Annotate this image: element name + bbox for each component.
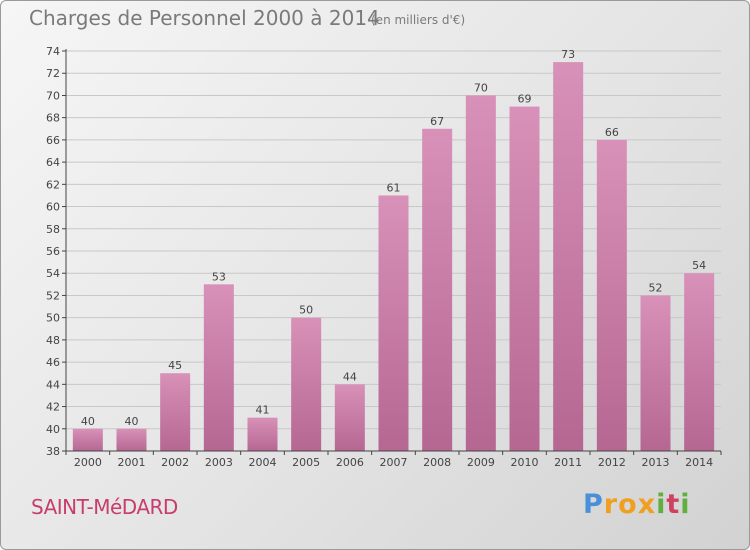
- bar-2006: [334, 384, 365, 451]
- y-tick-label: 74: [46, 45, 60, 58]
- x-tick-label: 2000: [74, 456, 102, 469]
- y-tick-label: 68: [46, 112, 60, 125]
- bar-2012: [596, 139, 627, 451]
- x-tick-label: 2014: [685, 456, 713, 469]
- y-tick-label: 62: [46, 178, 60, 191]
- logo-letter: i: [656, 489, 667, 520]
- value-label: 41: [256, 404, 270, 417]
- x-tick-label: 2004: [249, 456, 277, 469]
- x-tick-label: 2011: [554, 456, 582, 469]
- bar-2009: [465, 95, 496, 451]
- x-tick-label: 2001: [118, 456, 146, 469]
- y-tick-label: 50: [46, 312, 60, 325]
- bar-2002: [160, 373, 191, 451]
- y-tick-label: 60: [46, 201, 60, 214]
- value-label: 54: [692, 259, 706, 272]
- y-tick-label: 48: [46, 334, 60, 347]
- logo-letter: o: [618, 489, 638, 520]
- value-label: 40: [81, 415, 95, 428]
- logo-letter: t: [666, 489, 681, 520]
- y-tick-label: 42: [46, 401, 60, 414]
- value-label: 70: [474, 81, 488, 94]
- chart-subtitle: (en milliers d'€): [371, 13, 466, 27]
- value-label: 52: [649, 281, 663, 294]
- y-tick-label: 64: [46, 156, 60, 169]
- x-tick-label: 2006: [336, 456, 364, 469]
- bar-2000: [72, 428, 103, 451]
- bar-2007: [378, 195, 409, 451]
- value-label: 50: [299, 304, 313, 317]
- x-tick-label: 2012: [598, 456, 626, 469]
- y-tick-label: 58: [46, 223, 60, 236]
- x-tick-label: 2002: [161, 456, 189, 469]
- y-tick-label: 52: [46, 289, 60, 302]
- bar-2014: [684, 273, 715, 451]
- value-label: 66: [605, 126, 619, 139]
- bar-2001: [116, 428, 147, 451]
- value-label: 69: [518, 93, 532, 106]
- y-tick-label: 70: [46, 89, 60, 102]
- value-label: 61: [387, 181, 401, 194]
- bars: 40 40 45 53 41 50 44 61 67 70 69 73 66 52 54: [72, 48, 715, 452]
- value-label: 45: [168, 359, 182, 372]
- chart-title: Charges de Personnel 2000 à 2014: [29, 6, 380, 30]
- bar-2008: [422, 128, 453, 451]
- axes: 38 40 42 44 46 48 50 52 54 56 58 60 62 64 66 68 70 72 74 20…: [46, 45, 722, 469]
- x-tick-label: 2009: [467, 456, 495, 469]
- logo-letter: x: [637, 489, 657, 520]
- proxiti-logo: Proxiti: [583, 489, 691, 520]
- y-tick-label: 56: [46, 245, 60, 258]
- y-tick-label: 44: [46, 378, 60, 391]
- y-tick-label: 66: [46, 134, 60, 147]
- value-label: 53: [212, 270, 226, 283]
- y-tick-label: 46: [46, 356, 60, 369]
- commune-name: SAINT-MéDARD: [31, 495, 178, 519]
- value-label: 40: [125, 415, 139, 428]
- logo-letter: P: [583, 489, 604, 520]
- x-tick-label: 2007: [380, 456, 408, 469]
- y-tick-label: 54: [46, 267, 60, 280]
- x-tick-label: 2005: [292, 456, 320, 469]
- logo-letter: i: [680, 489, 691, 520]
- x-tick-label: 2013: [642, 456, 670, 469]
- value-label: 67: [430, 115, 444, 128]
- x-tick-label: 2008: [423, 456, 451, 469]
- bar-2005: [291, 317, 322, 451]
- bar-2003: [203, 284, 234, 451]
- logo-letter: r: [603, 489, 619, 520]
- value-label: 73: [561, 48, 575, 61]
- value-label: 44: [343, 370, 357, 383]
- y-tick-label: 38: [46, 445, 60, 458]
- y-tick-label: 40: [46, 423, 60, 436]
- bar-2010: [509, 106, 540, 452]
- bar-2011: [553, 62, 584, 451]
- y-tick-label: 72: [46, 67, 60, 80]
- x-tick-label: 2010: [511, 456, 539, 469]
- bar-2004: [247, 417, 278, 451]
- bar-2013: [640, 295, 671, 451]
- x-tick-label: 2003: [205, 456, 233, 469]
